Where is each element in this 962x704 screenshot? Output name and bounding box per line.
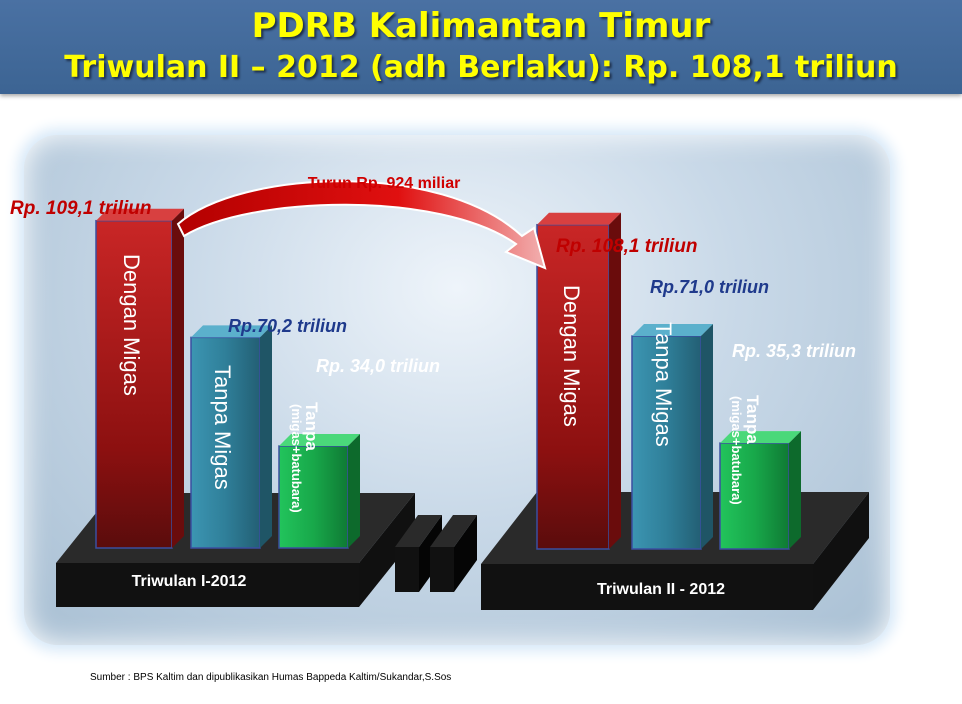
value-label-tanpa-migas-tw2: Rp.71,0 triliun (650, 277, 769, 297)
value-label-tanpa-migas-tw1: Rp.70,2 triliun (228, 316, 347, 336)
value-label-tanpa-batubara-tw2: Rp. 35,3 triliun (732, 341, 856, 361)
bar-series-label-dengan-migas-tw2: Dengan Migas (559, 285, 584, 427)
bar-tanpa-migas-batubara-tw2 (719, 431, 801, 550)
bar-tanpa-migas-tw2 (631, 324, 713, 550)
bar-series-label-tanpa-batubara-tw1-line2: (migas+batubara) (289, 404, 304, 513)
bar-series-label-dengan-migas-tw1: Dengan Migas (119, 254, 144, 396)
page-subtitle: Triwulan II – 2012 (adh Berlaku): Rp. 10… (64, 50, 898, 85)
bar-series-label-tanpa-batubara-tw1-line1: Tanpa (302, 402, 321, 451)
value-label-dengan-migas-tw2: Rp. 108,1 triliun (556, 236, 697, 257)
bar-series-label-tanpa-batubara-tw2-line1: Tanpa (743, 395, 762, 444)
source-note: Sumber : BPS Kaltim dan dipublikasikan H… (90, 672, 452, 683)
bar-series-label-tanpa-migas-tw2: Tanpa Migas (651, 322, 676, 447)
change-annotation: Turun Rp. 924 miliar (308, 175, 461, 192)
bar-series-label-tanpa-migas-tw1: Tanpa Migas (210, 365, 235, 490)
header-banner: PDRB Kalimantan Timur Triwulan II – 2012… (0, 0, 962, 94)
category-label-triwulan-2: Triwulan II - 2012 (597, 581, 725, 598)
bar-dengan-migas-tw2 (536, 212, 621, 550)
decrease-arrow (176, 180, 547, 270)
bar-tanpa-migas-batubara-tw1 (278, 434, 360, 549)
value-label-dengan-migas-tw1: Rp. 109,1 triliun (10, 198, 151, 219)
platform-connector (395, 515, 477, 592)
page-title: PDRB Kalimantan Timur (251, 6, 711, 46)
value-label-tanpa-batubara-tw1: Rp. 34,0 triliun (316, 356, 440, 376)
category-label-triwulan-1: Triwulan I-2012 (132, 573, 247, 590)
bar-tanpa-migas-tw1 (190, 325, 272, 549)
bar-dengan-migas-tw1 (95, 208, 184, 549)
bar-series-label-tanpa-batubara-tw2-line2: (migas+batubara) (729, 396, 744, 505)
